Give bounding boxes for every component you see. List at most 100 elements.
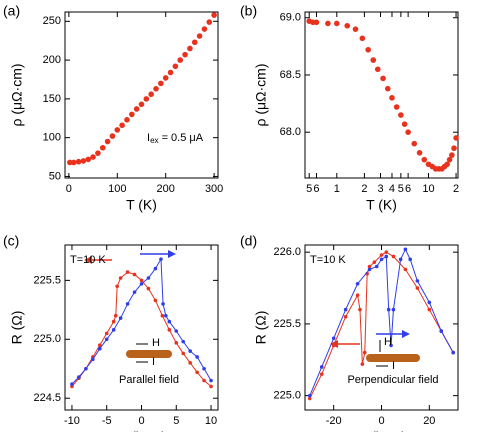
data-point bbox=[446, 156, 453, 163]
x-tick-label: 100 bbox=[108, 183, 126, 195]
x-tick-label: -5 bbox=[102, 415, 112, 427]
data-point bbox=[158, 80, 164, 87]
data-point bbox=[403, 267, 408, 272]
rod bbox=[366, 354, 420, 362]
data-point bbox=[161, 302, 165, 306]
data-point bbox=[453, 135, 459, 141]
data-point bbox=[91, 357, 95, 362]
data-point bbox=[374, 264, 379, 269]
data-point bbox=[132, 290, 137, 294]
data-point bbox=[162, 75, 169, 81]
data-point bbox=[355, 281, 360, 286]
data-point bbox=[191, 39, 198, 46]
data-point bbox=[113, 313, 118, 318]
data-point bbox=[370, 57, 377, 63]
data-point bbox=[67, 159, 73, 166]
data-point bbox=[209, 384, 213, 389]
data-point bbox=[119, 122, 125, 129]
data-point bbox=[124, 117, 130, 123]
temperature-label: T=10 K bbox=[310, 254, 346, 266]
data-point bbox=[167, 328, 172, 332]
data-point bbox=[196, 33, 203, 39]
x-tick-label: 6 bbox=[405, 183, 411, 195]
x-tick-label: 2 bbox=[361, 183, 367, 195]
data-point bbox=[143, 96, 150, 102]
data-point bbox=[372, 260, 377, 265]
x-tick-label: 0 bbox=[138, 415, 144, 427]
x-tick-label: 5 bbox=[306, 183, 312, 195]
data-point bbox=[408, 257, 412, 262]
data-point bbox=[202, 378, 206, 383]
y-axis-label: ρ (μΩ·cm) bbox=[253, 63, 269, 126]
data-point bbox=[391, 254, 396, 259]
y-tick-label: 150 bbox=[43, 93, 61, 105]
x-tick-label: 6 bbox=[313, 183, 319, 195]
data-point bbox=[111, 328, 116, 332]
x-tick-label: 5 bbox=[173, 415, 179, 427]
data-point bbox=[427, 300, 432, 305]
data-point bbox=[172, 63, 179, 70]
data-point bbox=[195, 355, 199, 359]
h-label: H bbox=[384, 336, 392, 348]
data-point bbox=[421, 156, 428, 163]
data-point bbox=[118, 316, 123, 320]
data-point bbox=[146, 276, 151, 280]
y-axis-label: R (Ω) bbox=[253, 311, 269, 345]
data-point bbox=[331, 336, 336, 341]
data-point bbox=[174, 329, 179, 333]
data-point bbox=[367, 267, 372, 272]
data-point bbox=[415, 279, 420, 283]
data-point bbox=[125, 270, 130, 274]
data-point bbox=[384, 254, 389, 259]
data-point bbox=[118, 276, 123, 280]
y-tick-label: 225.5 bbox=[273, 318, 301, 330]
data-point bbox=[181, 351, 186, 356]
panel-label: (b) bbox=[240, 3, 257, 19]
data-point bbox=[451, 145, 457, 152]
rod bbox=[126, 350, 172, 358]
data-point bbox=[359, 35, 366, 42]
data-point bbox=[167, 319, 172, 324]
field-label: Perpendicular field bbox=[347, 374, 438, 386]
x-tick-label: 10 bbox=[422, 183, 434, 195]
data-point bbox=[164, 313, 168, 318]
data-point bbox=[181, 339, 186, 344]
data-point bbox=[177, 57, 184, 63]
data-point bbox=[99, 144, 106, 151]
data-point bbox=[70, 159, 77, 166]
x-tick-label: 300 bbox=[205, 183, 223, 195]
data-point bbox=[125, 302, 130, 306]
y-tick-label: 224.5 bbox=[33, 392, 61, 404]
data-point bbox=[398, 257, 403, 262]
x-axis-label: H (kOe) bbox=[117, 429, 166, 432]
data-point bbox=[444, 161, 450, 168]
data-point bbox=[415, 286, 420, 290]
annotation-rest: = 0.5 μA bbox=[159, 132, 204, 144]
data-point bbox=[393, 104, 400, 110]
plot-frame bbox=[64, 11, 219, 179]
data-point bbox=[146, 286, 151, 291]
data-point bbox=[451, 350, 456, 355]
data-point bbox=[360, 362, 365, 366]
y-tick-label: 250 bbox=[43, 15, 61, 27]
arrow-head bbox=[402, 330, 410, 338]
series-line bbox=[71, 271, 212, 387]
data-point bbox=[384, 250, 389, 254]
data-point bbox=[333, 20, 340, 27]
data-point bbox=[380, 75, 386, 82]
data-point bbox=[319, 372, 324, 376]
data-point bbox=[427, 307, 432, 312]
data-point bbox=[362, 350, 367, 355]
data-point bbox=[139, 278, 144, 283]
data-point bbox=[188, 361, 192, 365]
x-tick-label: 0 bbox=[378, 415, 384, 427]
data-point bbox=[206, 19, 213, 25]
data-point bbox=[307, 393, 312, 398]
data-point bbox=[384, 85, 391, 92]
series-line bbox=[71, 257, 212, 385]
data-point bbox=[75, 158, 82, 165]
data-point bbox=[211, 12, 217, 18]
y-tick-label: 68.0 bbox=[280, 126, 301, 138]
y-tick-label: 225.5 bbox=[33, 274, 61, 286]
data-point bbox=[77, 375, 81, 379]
